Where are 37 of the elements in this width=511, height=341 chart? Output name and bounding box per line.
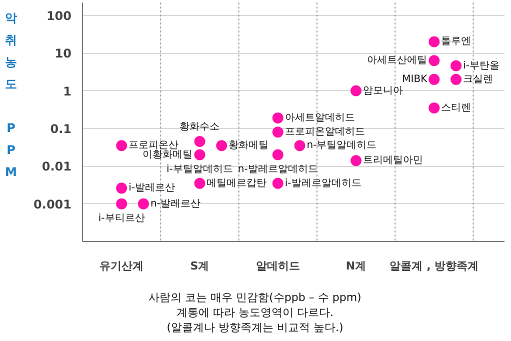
y-tick-label: 1 bbox=[63, 84, 72, 98]
y-tick-label: 0.001 bbox=[34, 197, 72, 212]
y-tick-label: 0.01 bbox=[42, 160, 72, 174]
series-label: 톨루엔 bbox=[441, 36, 472, 48]
y-tick-label: 0.1 bbox=[50, 122, 72, 136]
series-label: 크실렌 bbox=[463, 74, 494, 85]
text: 악취농도 PPM bbox=[5, 11, 17, 179]
series-label: n-발레르알데히드 bbox=[238, 164, 318, 175]
series-label: i-발레르알데히드 bbox=[284, 178, 362, 189]
series-label: i-부탄올 bbox=[463, 60, 500, 72]
series-label: i-부티르산 bbox=[98, 212, 145, 224]
series-label: 아세트산에틸 bbox=[367, 55, 428, 66]
y-tick-label: 10 bbox=[54, 46, 72, 61]
series-label: 스티렌 bbox=[441, 102, 472, 114]
x-tick-label: 알데히드 bbox=[256, 260, 300, 272]
x-tick-label: S계 bbox=[190, 260, 210, 272]
series-label: 메틸메르캅탄 bbox=[206, 178, 267, 189]
series-label: 트리메틸아민 bbox=[363, 155, 424, 166]
series-label: 황화수소 bbox=[180, 122, 220, 133]
series-label: 프로피온산 bbox=[128, 140, 179, 152]
series-label: 암모니아 bbox=[363, 85, 404, 96]
y-tick-label: 100 bbox=[46, 8, 72, 23]
text: 계통에 따라 농도영역이 다르다. bbox=[176, 306, 334, 319]
x-tick-label: N계 bbox=[346, 260, 366, 272]
series-label: 황화메틸 bbox=[228, 140, 269, 152]
series-label: i-발레르산 bbox=[128, 182, 175, 194]
x-tick-label: 알콜계 , 방향족계 bbox=[390, 260, 479, 272]
series-label: n-부틸알데히드 bbox=[306, 140, 377, 152]
x-tick-label: 유기산계 bbox=[100, 260, 144, 272]
series-label: 프로피온알데히드 bbox=[284, 126, 365, 138]
series-label: i-부틸알데히드 bbox=[166, 164, 233, 175]
text: 사람의 코는 매우 민감함(수ppb – 수 ppm) bbox=[148, 291, 362, 304]
annotation: 이황화메틸 bbox=[142, 149, 193, 160]
series-label: 아세트알데히드 bbox=[284, 112, 355, 124]
series-label: n-발레르산 bbox=[150, 198, 200, 210]
series-label: MIBK bbox=[402, 74, 428, 85]
text: (알콜계나 방향족계는 비교적 높다.) bbox=[166, 321, 344, 334]
